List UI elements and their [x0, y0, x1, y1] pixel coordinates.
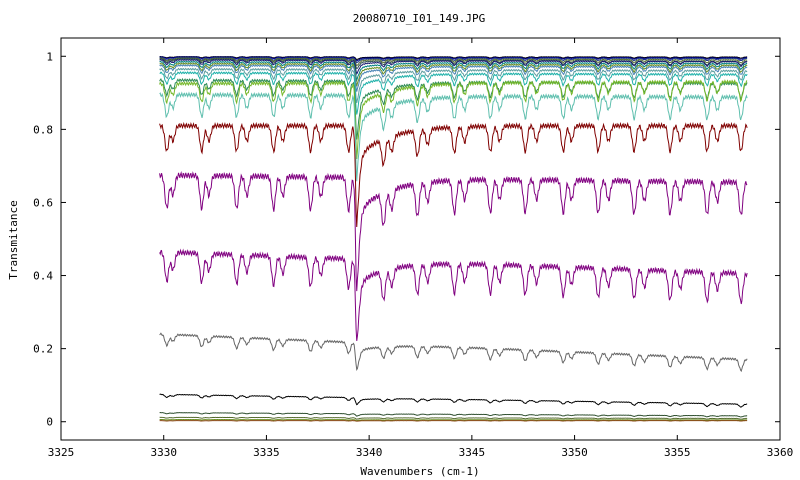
x-tick-label: 3355: [664, 446, 691, 459]
x-tick-label: 3350: [561, 446, 588, 459]
spectrum-line-11: [159, 71, 748, 115]
spectrum-line-4: [159, 57, 748, 67]
spectrum-line-19: [159, 393, 748, 408]
spectrum-line-5: [159, 58, 748, 70]
x-tick-label: 3340: [356, 446, 383, 459]
y-tick-label: 1: [46, 50, 53, 63]
spectrum-line-18: [159, 332, 748, 373]
y-tick-label: 0.8: [33, 123, 53, 136]
spectrum-line-21: [159, 416, 748, 420]
spectrum-line-15: [159, 121, 748, 227]
x-tick-label: 3325: [48, 446, 75, 459]
x-tick-label: 3345: [459, 446, 486, 459]
y-tick-label: 0.6: [33, 196, 53, 209]
spectrum-line-9: [159, 64, 748, 92]
x-tick-label: 3335: [253, 446, 280, 459]
x-tick-label: 3330: [150, 446, 177, 459]
spectrum-line-6: [159, 59, 748, 75]
y-tick-label: 0.4: [33, 270, 53, 283]
spectrum-line-16: [159, 171, 748, 292]
spectrum-line-22: [159, 419, 748, 422]
series-layer: [159, 56, 748, 422]
y-axis-ticks: 0 0.2 0.4 0.6 0.8 1: [33, 50, 780, 429]
y-tick-label: 0.2: [33, 343, 53, 356]
spectrum-line-7: [159, 60, 748, 83]
x-tick-label: 3360: [767, 446, 794, 459]
spectrum-line-17: [159, 248, 748, 341]
plot-area-border: [60, 37, 781, 441]
y-tick-label: 0: [46, 416, 53, 429]
spectrum-line-20: [159, 412, 748, 418]
spectrum-line-14: [159, 91, 748, 182]
spectrum-line-13: [159, 79, 748, 160]
chart-title: 20080710_I01_149.JPG: [353, 12, 485, 25]
x-axis-ticks: 3325 3330 3335 3340 3345 3350 3355 3360: [48, 38, 794, 459]
spectrum-line-23: [159, 420, 748, 422]
spectrum-line-10: [159, 67, 748, 104]
spectrum-line-2: [159, 56, 748, 62]
x-axis-label: Wavenumbers (cm-1): [360, 465, 479, 478]
spectrum-line-8: [159, 62, 748, 87]
y-axis-label: Transmitance: [7, 200, 20, 279]
spectrum-line-12: [159, 77, 748, 140]
